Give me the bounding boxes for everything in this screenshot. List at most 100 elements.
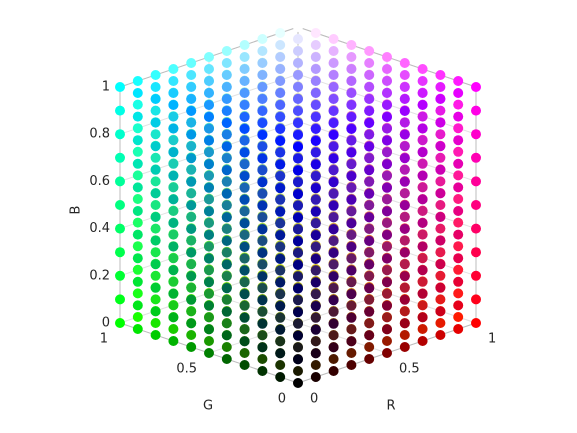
point bbox=[293, 165, 303, 176]
point bbox=[310, 324, 321, 335]
point bbox=[328, 188, 339, 199]
point bbox=[293, 378, 303, 388]
point bbox=[150, 306, 161, 317]
point bbox=[204, 230, 214, 240]
point bbox=[239, 360, 250, 370]
point bbox=[168, 170, 179, 181]
point bbox=[221, 94, 232, 104]
point bbox=[293, 260, 303, 270]
point bbox=[204, 218, 214, 228]
point bbox=[364, 283, 375, 294]
point bbox=[417, 336, 428, 346]
point bbox=[132, 300, 143, 311]
point bbox=[364, 153, 375, 164]
point bbox=[310, 242, 321, 252]
point bbox=[310, 372, 321, 382]
point bbox=[150, 294, 161, 305]
point bbox=[382, 64, 392, 74]
point bbox=[168, 206, 179, 216]
point bbox=[168, 276, 179, 287]
point bbox=[453, 241, 464, 252]
point bbox=[186, 212, 197, 222]
point bbox=[275, 194, 286, 205]
point bbox=[328, 248, 339, 258]
point bbox=[204, 182, 214, 193]
point bbox=[204, 206, 214, 217]
point bbox=[257, 283, 268, 294]
point bbox=[257, 94, 268, 104]
point bbox=[417, 288, 428, 299]
point bbox=[310, 336, 321, 347]
point bbox=[186, 200, 197, 211]
point bbox=[204, 288, 214, 299]
point bbox=[150, 152, 161, 163]
point bbox=[257, 188, 268, 199]
point bbox=[382, 159, 392, 170]
point bbox=[221, 141, 232, 152]
y-tick-label: 0.5 bbox=[176, 362, 197, 377]
point bbox=[417, 100, 428, 110]
point bbox=[275, 336, 286, 347]
point bbox=[364, 188, 375, 199]
point bbox=[382, 348, 392, 358]
point bbox=[293, 271, 303, 282]
point bbox=[132, 241, 143, 252]
point bbox=[115, 129, 125, 140]
point bbox=[204, 64, 214, 74]
point bbox=[346, 230, 357, 240]
point bbox=[275, 100, 286, 110]
point bbox=[346, 147, 357, 158]
point bbox=[346, 64, 357, 74]
point bbox=[150, 105, 161, 116]
point bbox=[168, 135, 179, 146]
point bbox=[257, 82, 268, 92]
point bbox=[168, 182, 179, 193]
point bbox=[417, 123, 428, 134]
z-tick-label: 0.8 bbox=[89, 127, 110, 142]
point bbox=[275, 147, 286, 158]
point bbox=[382, 88, 392, 98]
point bbox=[150, 129, 161, 140]
point bbox=[328, 153, 339, 164]
point bbox=[168, 229, 179, 240]
point bbox=[346, 289, 357, 300]
point bbox=[399, 306, 410, 317]
point bbox=[310, 230, 321, 241]
point bbox=[132, 253, 143, 264]
point bbox=[453, 206, 464, 216]
y-tick-label: 0 bbox=[278, 392, 286, 407]
point bbox=[293, 58, 303, 68]
point bbox=[150, 164, 161, 175]
point bbox=[453, 276, 464, 287]
point bbox=[364, 306, 375, 317]
point bbox=[150, 318, 161, 328]
point bbox=[132, 76, 143, 86]
point bbox=[257, 118, 268, 128]
point bbox=[150, 259, 161, 270]
point bbox=[346, 336, 357, 347]
point bbox=[275, 206, 286, 217]
point bbox=[150, 223, 161, 234]
point bbox=[346, 206, 357, 217]
point bbox=[399, 200, 410, 211]
point bbox=[382, 100, 392, 110]
point bbox=[115, 105, 125, 116]
point bbox=[293, 295, 303, 306]
point bbox=[257, 224, 268, 235]
point bbox=[239, 88, 250, 98]
point bbox=[328, 70, 339, 80]
point bbox=[239, 194, 250, 205]
point bbox=[346, 171, 357, 182]
point bbox=[310, 312, 321, 323]
point bbox=[204, 135, 214, 146]
point bbox=[204, 52, 214, 62]
point bbox=[471, 105, 481, 116]
point bbox=[471, 152, 481, 163]
point bbox=[364, 58, 375, 68]
point bbox=[186, 129, 197, 140]
point bbox=[382, 241, 392, 252]
x-axis-label: R bbox=[386, 399, 395, 414]
point bbox=[453, 123, 464, 134]
point bbox=[186, 342, 197, 352]
point bbox=[399, 82, 410, 92]
